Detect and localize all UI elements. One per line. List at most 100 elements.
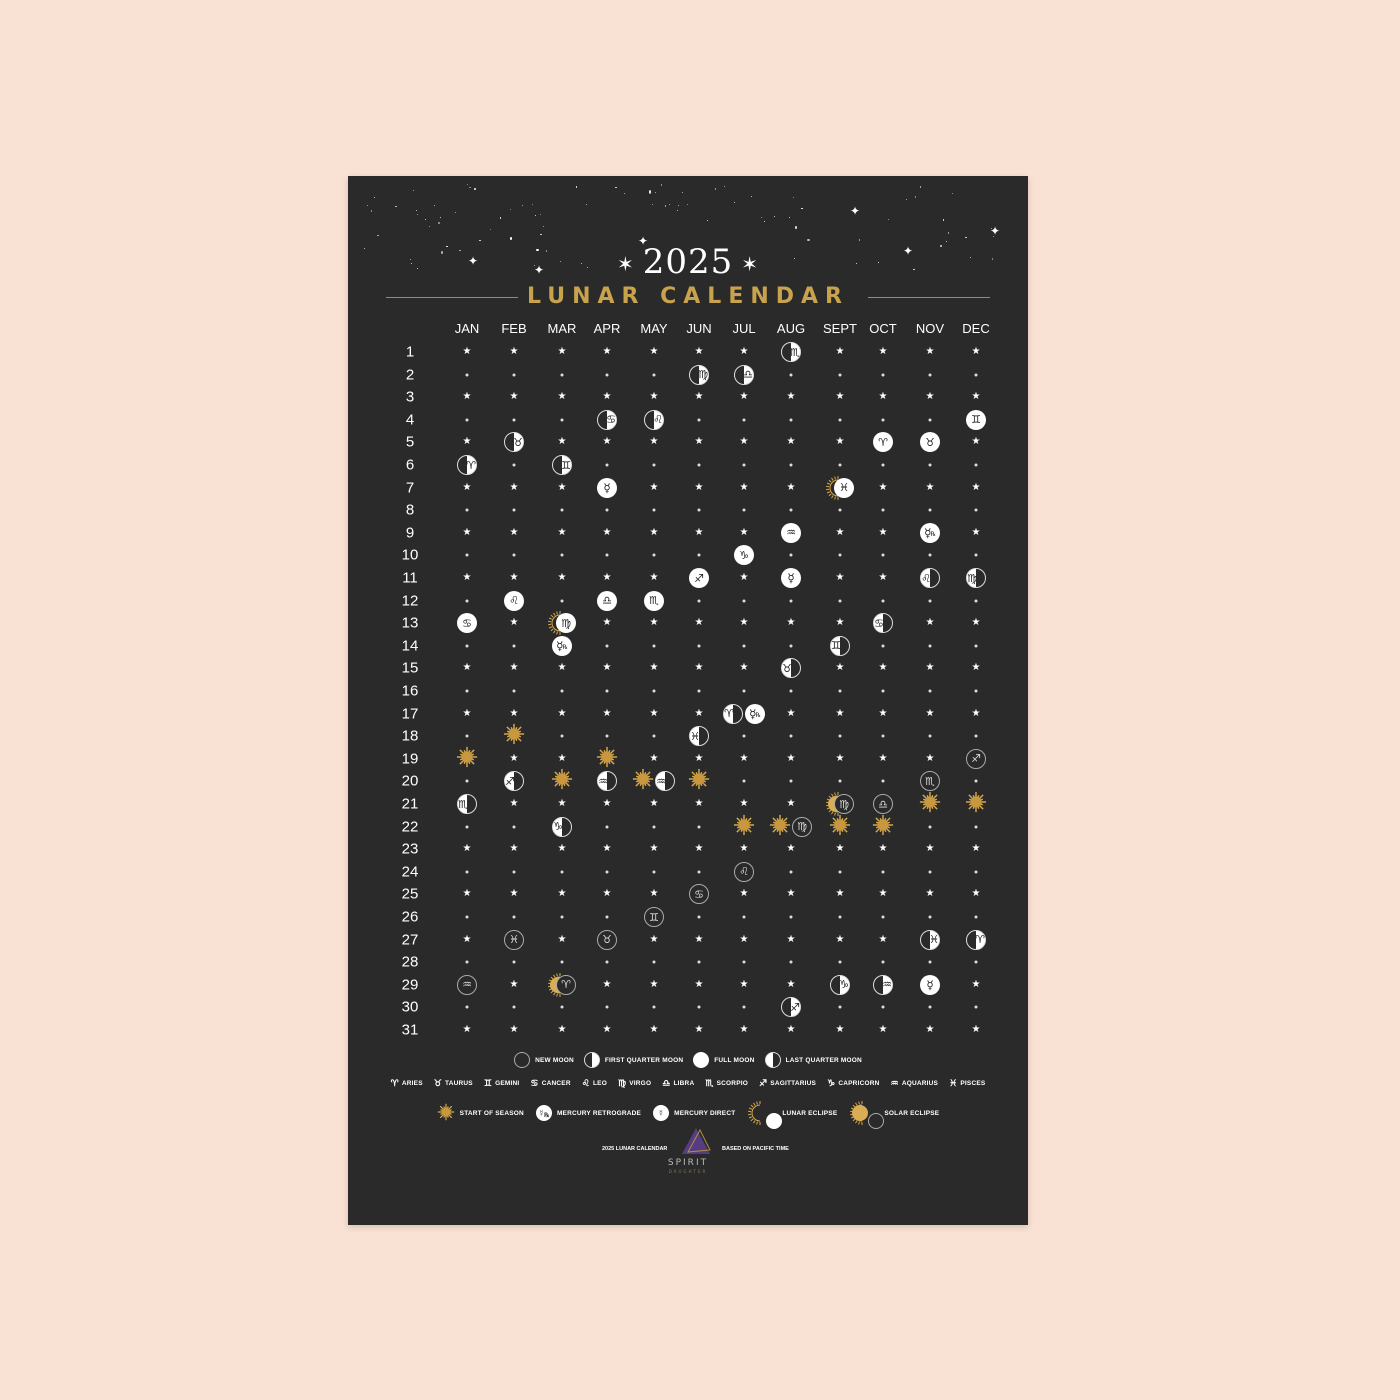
day-dot-marker	[697, 689, 701, 693]
first-quarter-moon-icon: ♊︎	[552, 455, 572, 475]
virgo-sign-icon: ♍︎	[617, 1078, 627, 1088]
cancer-sign-icon: ♋︎	[462, 616, 472, 630]
day-star-marker: ★	[557, 1024, 567, 1035]
day-star-marker: ★	[602, 978, 612, 990]
first-quarter-moon-icon	[583, 1052, 600, 1068]
pisces-sign-icon: ♓︎	[690, 729, 700, 743]
mercury-symbol-icon: ☿	[787, 571, 795, 585]
mercury-retrograde-icon: ☿ ℞	[920, 522, 940, 543]
day-dot-marker	[605, 734, 609, 738]
day-dot-marker	[881, 644, 885, 648]
eclipse-rays-icon	[748, 1101, 761, 1125]
legend-label: LEO	[593, 1080, 607, 1087]
day-dot-marker	[789, 418, 793, 422]
day-dot-marker	[838, 915, 842, 919]
day-dot-marker	[928, 960, 932, 964]
first-quarter-moon-icon: ♒︎	[873, 974, 893, 995]
day-dot-marker	[974, 463, 978, 467]
sky-star	[991, 227, 993, 229]
day-number: 1	[405, 343, 415, 361]
day-star-marker: ★	[509, 617, 519, 629]
day-dot-marker	[697, 599, 701, 603]
day-star-marker: ★	[462, 888, 472, 900]
day-dot-marker	[560, 373, 564, 377]
day-dot-marker	[605, 915, 609, 919]
sky-star	[395, 205, 397, 207]
day-dot-marker	[560, 1005, 564, 1009]
day-star-marker: ★	[878, 707, 888, 719]
day-star-marker: ★	[971, 707, 981, 719]
new-moon-icon: ♈︎	[556, 974, 576, 995]
sunburst-icon	[456, 746, 478, 767]
day-star-marker: ★	[557, 526, 567, 538]
new-moon-icon: ♉︎	[597, 929, 617, 950]
day-dot-marker	[697, 960, 701, 964]
day-dot-marker	[465, 644, 469, 648]
day-dot-marker	[697, 915, 701, 919]
virgo-sign-icon: ♍︎	[698, 368, 708, 382]
day-dot-marker	[512, 418, 516, 422]
day-dot-marker	[928, 599, 932, 603]
day-dot-marker	[838, 463, 842, 467]
legend-item-scorpio: ♏︎ SCORPIO	[705, 1078, 748, 1089]
sky-star	[723, 186, 726, 188]
day-star-marker: ★	[786, 617, 796, 629]
legend-item-new: NEW MOON	[514, 1052, 574, 1068]
mercury-symbol-icon: ☿	[538, 1107, 546, 1118]
day-star-marker: ★	[971, 436, 981, 448]
scorpio-sign-icon: ♏︎	[925, 774, 935, 788]
sky-star	[540, 213, 542, 216]
aquarius-sign-icon: ♒︎	[656, 774, 666, 788]
taurus-sign-icon: ♉︎	[782, 661, 792, 675]
sky-star	[500, 217, 502, 219]
day-star-marker: ★	[509, 572, 519, 583]
new-moon-icon: ♊︎	[644, 907, 664, 927]
capricorn-sign-icon: ♑︎	[739, 548, 749, 562]
sagittarius-sign-icon: ♐︎	[790, 1000, 800, 1014]
month-header-apr: APR	[593, 321, 621, 336]
legend-item-virgo: ♍︎ VIRGO	[618, 1078, 651, 1089]
full-moon-icon: ♒︎	[781, 522, 801, 543]
day-star-marker: ★	[557, 843, 567, 855]
footer-timezone-note: BASED ON PACIFIC TIME	[722, 1146, 789, 1152]
day-dot-marker	[465, 373, 469, 377]
day-dot-marker	[928, 644, 932, 648]
day-star-marker: ★	[694, 481, 704, 493]
month-header-may: MAY	[640, 321, 668, 336]
virgo-sign-icon: ♍︎	[967, 571, 977, 585]
sparkle-icon: ✦	[850, 204, 861, 218]
day-star-marker: ★	[649, 617, 659, 629]
day-star-marker: ★	[509, 481, 519, 493]
day-dot-marker	[974, 689, 978, 693]
virgo-sign-icon: ♍︎	[797, 820, 807, 834]
legend-item-mercury-direct: ☿ MERCURY DIRECT	[653, 1105, 735, 1121]
sky-star	[412, 189, 414, 191]
day-dot-marker	[881, 734, 885, 738]
day-star-marker: ★	[649, 888, 659, 900]
day-dot-marker	[512, 373, 516, 377]
gemini-sign-icon: ♊︎	[831, 639, 841, 653]
day-star-marker: ★	[925, 346, 935, 357]
day-dot-marker	[974, 870, 978, 874]
legend-label: FIRST QUARTER MOON	[604, 1056, 684, 1064]
day-star-marker: ★	[971, 526, 981, 538]
day-dot-marker	[789, 915, 793, 919]
day-dot-marker	[605, 870, 609, 874]
day-star-marker: ★	[878, 346, 888, 357]
day-star-marker: ★	[462, 526, 472, 538]
day-star-marker: ★	[509, 843, 519, 855]
day-star-marker: ★	[602, 572, 612, 583]
day-star-marker: ★	[557, 888, 567, 900]
day-star-marker: ★	[649, 978, 659, 990]
day-star-marker: ★	[557, 346, 567, 357]
day-star-marker: ★	[739, 572, 749, 583]
sky-star	[455, 211, 457, 214]
day-dot-marker	[742, 463, 746, 467]
day-star-marker: ★	[694, 662, 704, 674]
full-moon-icon: ♐︎	[689, 568, 709, 588]
full-moon-icon: ♏︎	[644, 590, 664, 611]
day-number: 16	[401, 682, 419, 700]
day-star-marker: ★	[786, 436, 796, 448]
gemini-sign-icon: ♊︎	[561, 458, 571, 472]
day-star-marker: ★	[509, 526, 519, 538]
